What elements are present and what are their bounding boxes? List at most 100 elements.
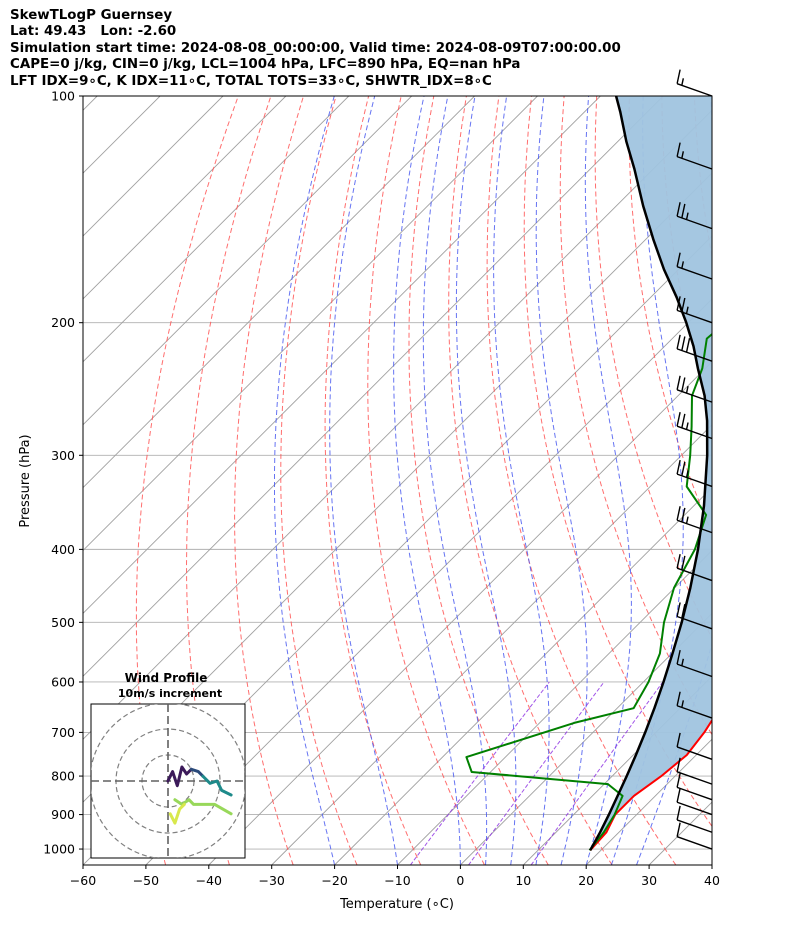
barb-flag [681,507,686,523]
dry-adiabat [760,96,794,865]
hodograph-trace [173,798,233,816]
isotherm-line [711,864,712,865]
isotherm-line [775,96,794,865]
barb-flag [676,412,681,427]
isotherm-line [83,96,350,363]
barb-staff [676,786,713,801]
barb-flag [681,461,686,476]
barb-half-flag [681,700,685,708]
moist-adiabat [493,96,550,865]
wind-barb [676,757,713,785]
dry-adiabat [324,96,422,865]
barb-half-flag [681,78,685,86]
dry-adiabat [408,96,549,865]
isotherm-line [83,96,413,426]
barb-half-flag [685,516,689,524]
barb-flag [685,338,691,353]
isotherm-line [83,96,287,300]
barb-staff [676,425,713,440]
y-tick-label: 1000 [43,842,75,857]
x-tick-label: 40 [704,873,720,888]
barb-flag [676,602,681,617]
wind-barb [676,142,713,170]
moist-adiabat [422,96,488,865]
barb-staff [676,215,713,230]
cape-area [590,96,712,851]
moist-adiabat [393,96,461,865]
isotherm-line [83,96,664,677]
moist-adiabat [455,96,517,865]
y-tick-label: 800 [51,769,75,784]
barb-flag [681,297,686,313]
hodograph-trace [166,765,193,788]
moist-adiabat [584,96,632,865]
isotherm-line [83,96,224,237]
barb-flag [681,203,686,219]
barb-staff [676,389,713,403]
barb-flag [676,554,681,569]
wind-barb [676,773,713,801]
hodograph-title: Wind Profile [125,671,208,685]
barb-staff [676,663,713,678]
data-layer [465,96,712,851]
barb-half-flag [685,470,689,478]
barb-flag [676,459,681,475]
barb-staff [676,309,713,324]
y-tick-label: 400 [51,542,75,557]
isotherm-line [83,109,712,740]
isotherm-line [83,96,475,489]
wind-barb [676,822,713,850]
barb-flag [676,757,681,772]
barb-staff [676,83,713,97]
barb-flag [676,375,681,390]
mixing-ratio-line [530,681,664,865]
isotherm-line [83,96,538,552]
barb-staff [676,819,713,833]
time-line: Simulation start time: 2024-08-08_00:00:… [10,40,621,56]
wind-barb [676,296,713,324]
barb-flag [676,649,681,665]
wind-barb [676,375,713,403]
barb-flag [681,555,686,571]
moist-adiabat [535,96,588,865]
wind-barb [676,732,713,760]
y-tick-label: 100 [51,89,75,104]
barb-staff [676,266,713,280]
x-tick-label: −20 [321,873,347,888]
x-tick-label: 0 [456,873,464,888]
wind-barb [676,252,713,280]
y-tick-label: 600 [51,674,75,689]
chart-header: SkewTLogP Guernsey Lat: 49.43 Lon: -2.60… [10,8,621,90]
dry-adiabat [727,96,794,865]
wind-barb [676,506,713,534]
dry-adiabat [185,96,272,865]
barb-staff [676,801,713,816]
isotherm-line [334,486,712,865]
barb-half-flag [681,658,685,666]
hodograph-trace [189,767,205,778]
barb-half-flag [685,306,689,314]
stability-line-1: CAPE=0 j/kg, CIN=0 j/kg, LCL=1004 hPa, L… [10,57,521,73]
x-tick-label: 20 [578,873,594,888]
barb-flag [681,377,686,392]
barb-half-flag [685,385,689,394]
dry-adiabat [234,96,304,865]
wind-barb [676,334,713,362]
isotherm-line [397,549,712,865]
barb-flag [676,788,681,803]
dry-adiabat [594,96,712,640]
barb-staff [676,519,713,534]
x-tick-label: −30 [259,873,285,888]
dry-adiabat [448,96,613,865]
wind-barb [676,412,713,440]
stability-line-2: LFT IDX=9∘C, K IDX=11∘C, TOTAL TOTS=33∘C… [10,73,492,89]
hodograph-subtitle: 10m/s increment [118,687,222,700]
barb-staff [676,615,713,630]
moist-adiabat [329,96,398,865]
y-tick-label: 900 [51,807,75,822]
x-tick-label: −40 [196,873,222,888]
barb-half-flag [685,422,689,430]
y-tick-label: 200 [51,315,75,330]
barb-half-flag [685,212,689,220]
